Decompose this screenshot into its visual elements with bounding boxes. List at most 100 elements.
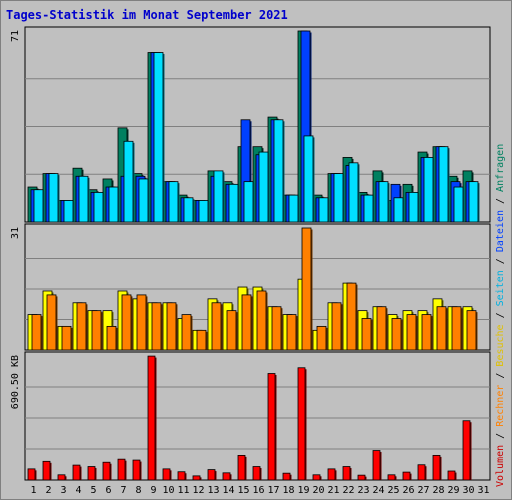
x-tick-label: 4 (75, 485, 81, 496)
bar-seiten-day-22 (349, 163, 360, 222)
bar-volumen-day-23 (358, 475, 367, 480)
x-tick-label: 6 (105, 485, 111, 496)
bar-volumen-day-25 (388, 475, 397, 480)
bar-volumen-day-24 (373, 451, 382, 480)
bar-volumen-day-8 (133, 460, 142, 480)
bar-seiten-day-9 (154, 53, 165, 222)
bar-volumen-day-17 (268, 374, 277, 480)
legend-separator: / (495, 427, 506, 445)
bar-rechner-day-4 (77, 303, 88, 350)
bar-rechner-day-14 (227, 311, 238, 350)
bar-rechner-day-1 (32, 315, 43, 350)
bar-rechner-day-8 (137, 295, 148, 350)
panel-middle: 31 (10, 224, 490, 350)
bar-seiten-day-21 (334, 174, 345, 222)
bar-rechner-day-7 (122, 295, 133, 350)
bar-rechner-day-13 (212, 303, 223, 350)
x-tick-label: 31 (477, 485, 489, 496)
bar-volumen-day-13 (208, 470, 217, 480)
x-tick-label: 7 (120, 485, 126, 496)
bar-volumen-day-27 (418, 465, 427, 480)
legend-entry-seiten: Seiten (495, 270, 506, 306)
panel-top: 71 (10, 27, 490, 222)
bar-seiten-day-7 (124, 141, 135, 222)
bar-seiten-day-29 (454, 187, 465, 222)
bar-volumen-day-4 (73, 465, 82, 480)
x-tick-label: 5 (90, 485, 96, 496)
x-tick-label: 9 (150, 485, 156, 496)
bar-volumen-day-28 (433, 455, 442, 480)
bar-rechner-day-5 (92, 311, 103, 350)
bar-seiten-day-10 (169, 182, 180, 222)
bar-seiten-day-6 (109, 187, 120, 222)
bar-seiten-day-8 (139, 179, 150, 222)
bar-rechner-day-6 (107, 326, 118, 350)
legend-entry-rechner: Rechner (495, 385, 506, 427)
bar-rechner-day-28 (437, 307, 448, 350)
bar-volumen-day-3 (58, 475, 67, 480)
x-tick-label: 14 (222, 485, 234, 496)
panel-middle-max-label: 31 (10, 227, 21, 239)
x-tick-label: 8 (135, 485, 141, 496)
x-tick-label: 15 (237, 485, 249, 496)
x-tick-label: 27 (417, 485, 429, 496)
bar-rechner-day-16 (257, 291, 268, 350)
legend-entry-besuche: Besuche (495, 324, 506, 366)
bar-rechner-day-24 (377, 307, 388, 350)
legend: Volumen / Rechner / Besuche / Seiten / D… (495, 144, 506, 487)
bar-seiten-day-4 (79, 176, 90, 222)
bar-seiten-day-3 (64, 200, 75, 222)
x-tick-label: 19 (297, 485, 309, 496)
bar-seiten-day-16 (259, 152, 270, 222)
bar-rechner-day-2 (47, 295, 58, 350)
bar-rechner-day-27 (422, 315, 433, 350)
bar-seiten-day-5 (94, 192, 105, 222)
bar-volumen-day-29 (448, 471, 457, 480)
x-tick-label: 1 (30, 485, 36, 496)
bar-rechner-day-18 (287, 315, 298, 350)
bar-rechner-day-22 (347, 283, 358, 350)
x-tick-label: 20 (312, 485, 324, 496)
x-tick-label: 2 (45, 485, 51, 496)
bar-volumen-day-6 (103, 462, 112, 480)
bar-seiten-day-14 (229, 184, 240, 222)
panel-bottom-box (25, 352, 490, 480)
bar-rechner-day-23 (362, 319, 373, 350)
bar-seiten-day-20 (319, 198, 330, 222)
legend-separator: / (495, 306, 506, 324)
x-tick-label: 18 (282, 485, 294, 496)
bar-seiten-day-26 (409, 192, 420, 222)
bar-seiten-day-17 (274, 120, 285, 222)
bar-rechner-day-12 (197, 330, 208, 350)
legend-separator: / (495, 192, 506, 210)
bar-volumen-day-16 (253, 467, 262, 480)
legend-entry-anfragen: Anfragen (495, 144, 506, 192)
x-tick-label: 13 (207, 485, 219, 496)
x-tick-label: 17 (267, 485, 279, 496)
bar-rechner-day-20 (317, 326, 328, 350)
bar-rechner-day-19 (302, 228, 313, 350)
bar-volumen-day-5 (88, 467, 97, 480)
panel-bottom-max-label: 690.50 KB (10, 355, 21, 409)
bar-seiten-day-23 (364, 195, 375, 222)
x-tick-label: 28 (432, 485, 444, 496)
bar-volumen-day-12 (193, 476, 202, 480)
bar-seiten-day-2 (49, 174, 60, 222)
x-tick-label: 3 (60, 485, 66, 496)
bar-volumen-day-18 (283, 473, 292, 480)
bar-volumen-day-22 (343, 467, 352, 480)
bar-seiten-day-18 (289, 195, 300, 222)
bar-seiten-day-13 (214, 171, 225, 222)
bar-seiten-day-30 (469, 182, 480, 222)
bar-volumen-day-20 (313, 475, 322, 480)
bar-rechner-day-15 (242, 295, 253, 350)
x-tick-label: 29 (447, 485, 459, 496)
x-tick-label: 22 (342, 485, 354, 496)
bar-seiten-day-24 (379, 182, 390, 222)
legend-entry-volumen: Volumen (495, 445, 506, 487)
bar-volumen-day-10 (163, 469, 172, 480)
bar-rechner-day-17 (272, 307, 283, 350)
bar-volumen-day-1 (28, 469, 37, 480)
